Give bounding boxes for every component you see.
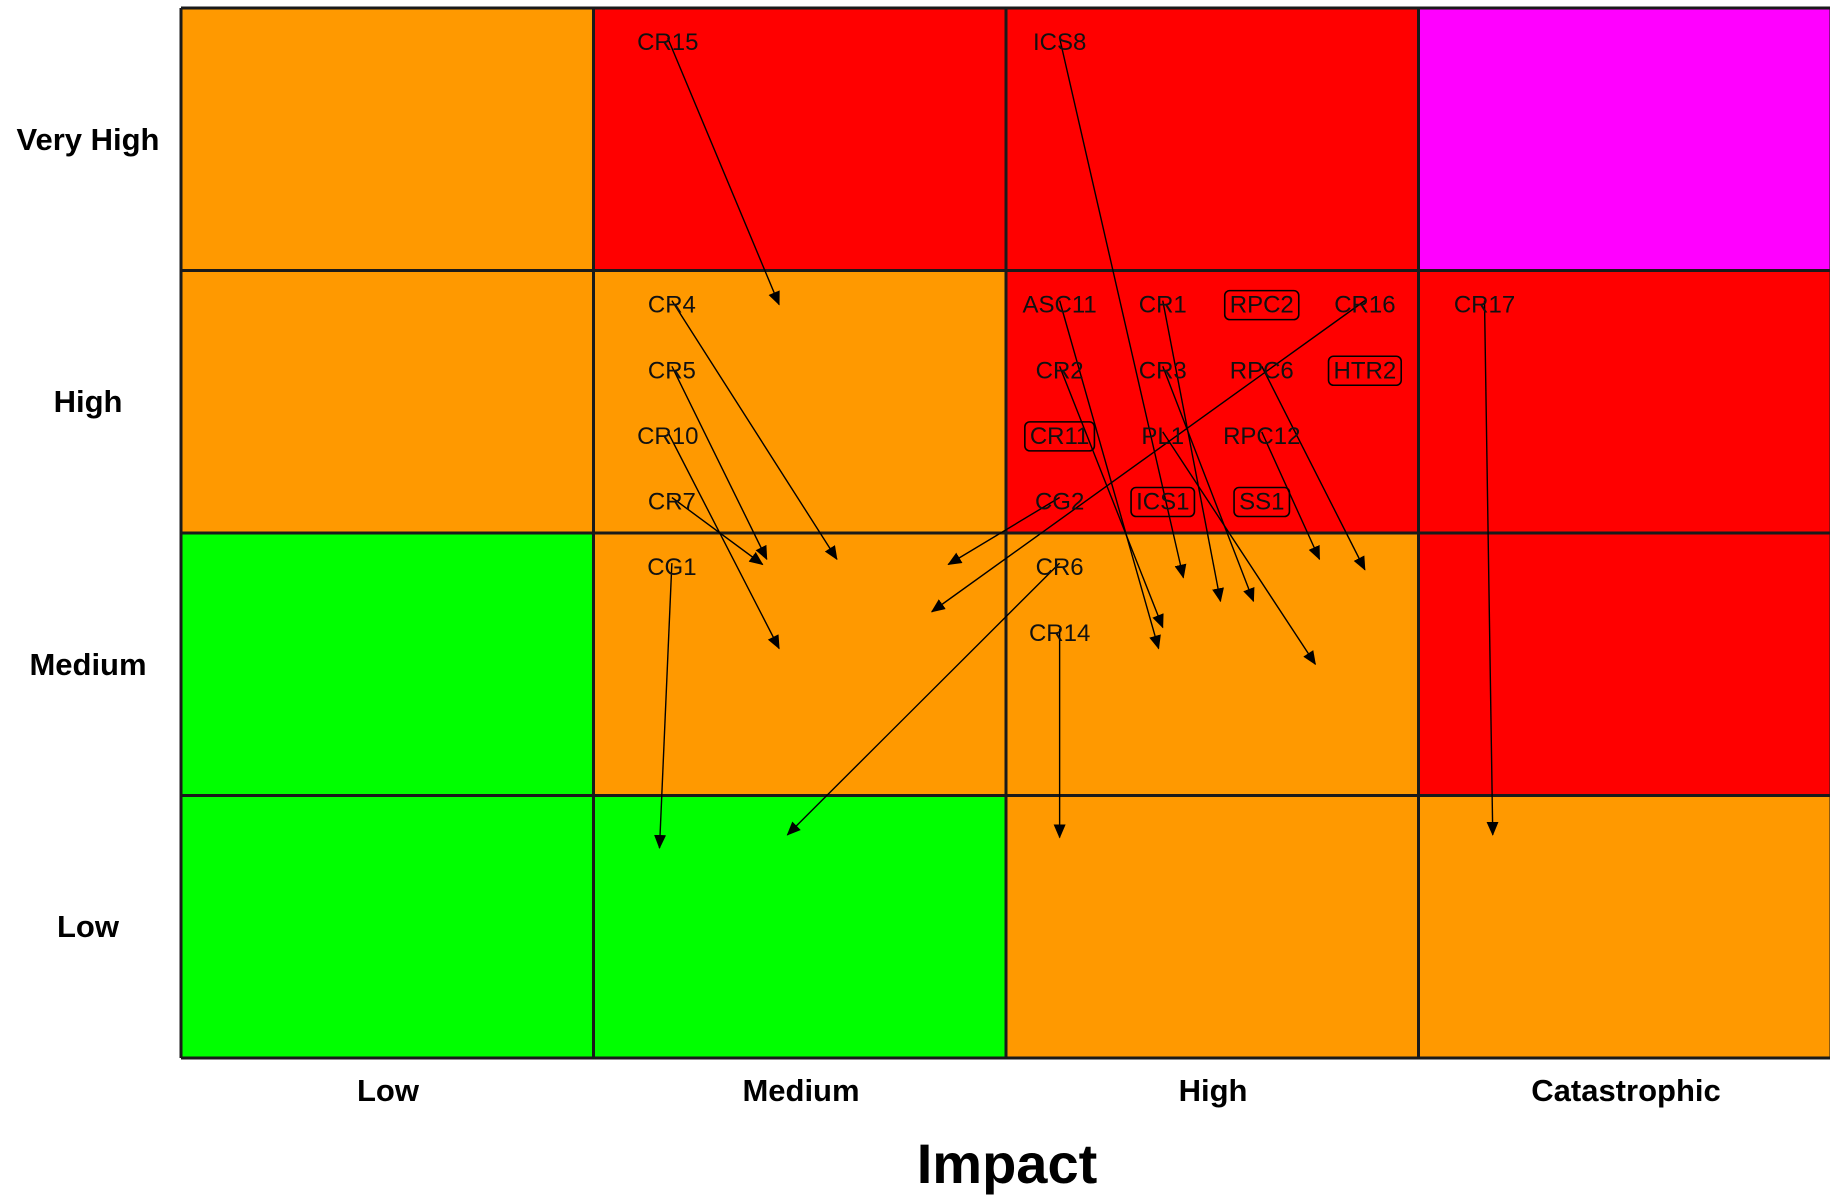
cell-very-high-low (181, 8, 594, 271)
arrow-cr4 (671, 300, 838, 561)
arrow-cr15 (667, 37, 780, 306)
risk-label-cr3: CR3 (1139, 357, 1187, 384)
arrow-cr3 (1162, 365, 1255, 603)
risk-label-rpc2: RPC2 (1230, 292, 1294, 319)
arrow-cr7 (671, 496, 764, 566)
risk-label-cr4: CR4 (648, 292, 696, 319)
cell-medium-catastrophic (1418, 533, 1830, 796)
y-tick-label-high: High (54, 384, 123, 419)
x-tick-label-medium: Medium (742, 1073, 859, 1108)
x-axis-title: Impact (917, 1132, 1098, 1195)
risk-label-cr17: CR17 (1454, 292, 1515, 319)
risk-label-asc11: ASC11 (1022, 292, 1096, 319)
arrow-cr6 (786, 562, 1061, 836)
risk-label-cr10: CR10 (637, 423, 698, 450)
cell-medium-low (181, 533, 594, 796)
arrow-asc11 (1058, 300, 1161, 650)
risk-label-cg2: CG2 (1035, 489, 1084, 516)
x-tick-label-catastrophic: Catastrophic (1531, 1073, 1720, 1108)
arrow-cg2 (947, 496, 1060, 566)
risk-label-cr11: CR11 (1030, 423, 1090, 450)
y-tick-label-medium: Medium (29, 647, 146, 682)
arrow-cr1 (1162, 300, 1224, 603)
risk-label-box-ss1 (1233, 486, 1291, 518)
cell-medium-high (1006, 533, 1419, 796)
y-tick-label-very-high: Very High (17, 122, 160, 157)
matrix-gridlines (179, 6, 1830, 1060)
risk-label-cr14: CR14 (1029, 620, 1090, 647)
risk-label-box-rpc2 (1223, 289, 1300, 321)
matrix-cells (181, 8, 1830, 1058)
arrow-cr16 (930, 300, 1366, 613)
risk-label-ics8: ICS8 (1033, 29, 1086, 56)
risk-label-htr2: HTR2 (1334, 357, 1397, 384)
x-tick-label-high: High (1179, 1073, 1248, 1108)
arrow-cr17 (1483, 300, 1499, 836)
cell-low-low (181, 795, 594, 1058)
risk-label-box-htr2 (1327, 355, 1403, 387)
risk-label-cr5: CR5 (648, 357, 696, 384)
risk-label-cr1: CR1 (1139, 292, 1187, 319)
cell-very-high-catastrophic (1418, 8, 1830, 271)
arrow-rpc6 (1261, 365, 1366, 571)
risk-label-box-cr11 (1024, 421, 1096, 452)
risk-labels: CR15 ICS8 CR4 CR5 CR10 CR7 CG1 ASC11 CR1 RPC2 CR16… (637, 29, 1515, 647)
risk-label-rpc6: RPC6 (1230, 357, 1294, 384)
risk-label-ics1: ICS1 (1136, 489, 1189, 516)
cell-very-high-medium (593, 8, 1006, 271)
risk-label-cr6: CR6 (1036, 554, 1084, 581)
y-tick-label-low: Low (57, 909, 120, 944)
risk-label-box-ics1 (1130, 486, 1196, 518)
arrow-cr5 (671, 365, 768, 561)
cell-high-medium (593, 270, 1006, 533)
cell-high-high (1006, 270, 1419, 533)
cell-low-high (1006, 795, 1419, 1058)
arrow-cr10 (667, 431, 780, 650)
arrow-rpc12 (1261, 431, 1321, 561)
risk-arrows (654, 37, 1499, 849)
arrow-pl1 (1162, 431, 1316, 666)
risk-label-pl1: PL1 (1141, 423, 1184, 450)
x-tick-label-low: Low (357, 1073, 420, 1108)
risk-label-cg1: CG1 (647, 554, 696, 581)
arrow-cg1 (654, 563, 673, 849)
cell-low-catastrophic (1418, 795, 1830, 1058)
risk-label-cr15: CR15 (637, 29, 698, 56)
cell-medium-medium (593, 533, 1006, 796)
cell-low-medium (593, 795, 1006, 1058)
risk-label-cr7: CR7 (648, 489, 696, 516)
cell-very-high-high (1006, 8, 1419, 271)
cell-high-low (181, 270, 594, 533)
risk-label-rpc12: RPC12 (1223, 423, 1300, 450)
risk-label-cr16: CR16 (1334, 292, 1395, 319)
risk-label-ss1: SS1 (1239, 489, 1284, 516)
risk-label-cr2: CR2 (1036, 357, 1084, 384)
arrow-cr2 (1058, 365, 1164, 629)
